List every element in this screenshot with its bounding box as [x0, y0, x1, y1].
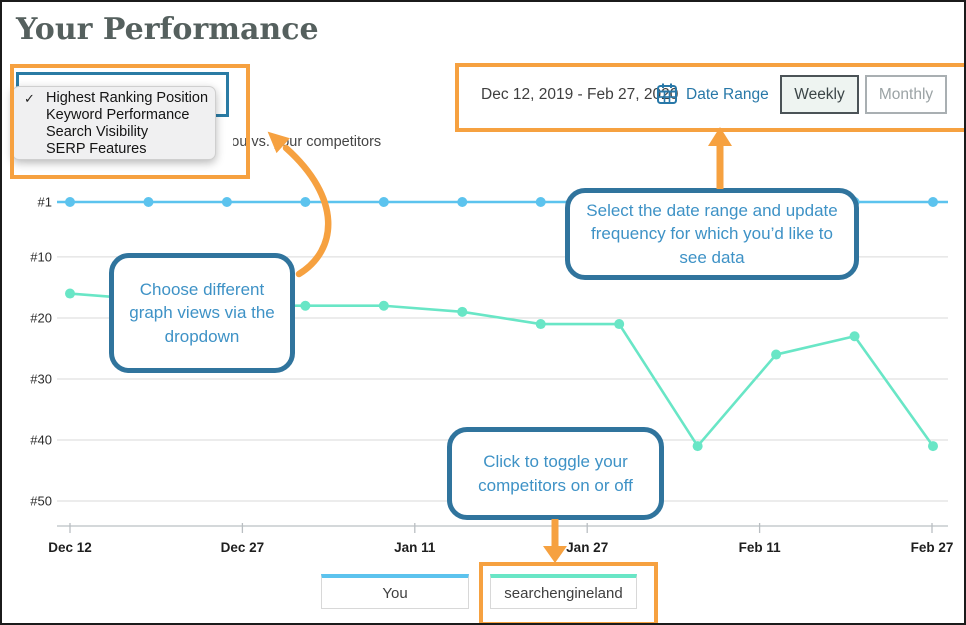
series-point-searchengineland	[535, 319, 546, 330]
series-point-You	[300, 197, 311, 207]
series-point-You	[928, 197, 938, 207]
series-point-searchengineland	[614, 319, 625, 330]
chart-subtitle: you vs. your competitors	[233, 134, 382, 150]
weekly-button[interactable]: Weekly	[780, 75, 859, 114]
series-point-You	[457, 197, 468, 207]
y-tick-label: #50	[30, 494, 52, 509]
series-point-searchengineland	[771, 349, 782, 360]
x-tick-label: Jan 27	[566, 540, 608, 555]
series-point-You	[65, 197, 75, 207]
series-point-searchengineland	[65, 288, 75, 299]
menu-item-highest-ranking-position[interactable]: ✓ Highest Ranking Position	[24, 90, 209, 106]
series-point-searchengineland	[378, 300, 389, 311]
y-tick-label: #1	[38, 195, 52, 210]
series-point-searchengineland	[692, 441, 703, 452]
series-point-searchengineland	[300, 300, 311, 311]
date-range-text: Dec 12, 2019 - Feb 27, 2020	[481, 86, 679, 103]
date-range-link[interactable]: Date Range	[686, 86, 769, 103]
legend-item-searchengineland[interactable]: searchengineland	[490, 574, 637, 609]
callout-toggle-competitors: Click to toggle your competitors on or o…	[447, 427, 664, 520]
series-point-You	[143, 197, 154, 207]
x-tick-label: Jan 11	[394, 540, 436, 555]
menu-item-serp-features[interactable]: SERP Features	[46, 141, 147, 157]
menu-item-search-visibility[interactable]: Search Visibility	[46, 124, 149, 140]
series-point-searchengineland	[928, 441, 938, 452]
menu-item-keyword-performance[interactable]: Keyword Performance	[46, 107, 190, 123]
graph-view-menu: ✓ Highest Ranking Position Keyword Perfo…	[12, 86, 216, 160]
y-tick-label: #40	[30, 432, 52, 447]
x-tick-label: Dec 12	[48, 540, 92, 555]
series-point-You	[535, 197, 546, 207]
calendar-icon[interactable]	[656, 82, 678, 111]
x-tick-label: Feb 11	[739, 540, 782, 555]
page-title: Your Performance	[16, 12, 319, 47]
callout-graph-views: Choose different graph views via the dro…	[109, 253, 295, 373]
callout-date-range: Select the date range and update frequen…	[565, 188, 859, 280]
series-point-You	[221, 197, 232, 207]
series-point-searchengineland	[849, 331, 860, 342]
series-point-You	[378, 197, 389, 207]
x-tick-label: Feb 27	[911, 540, 954, 555]
checkmark-icon: ✓	[24, 91, 35, 106]
y-tick-label: #30	[30, 371, 52, 386]
series-point-searchengineland	[457, 306, 468, 317]
x-tick-label: Dec 27	[221, 540, 265, 555]
y-tick-label: #20	[30, 310, 52, 325]
monthly-button[interactable]: Monthly	[865, 75, 947, 114]
legend-item-you[interactable]: You	[321, 574, 469, 609]
y-tick-label: #10	[30, 249, 52, 264]
